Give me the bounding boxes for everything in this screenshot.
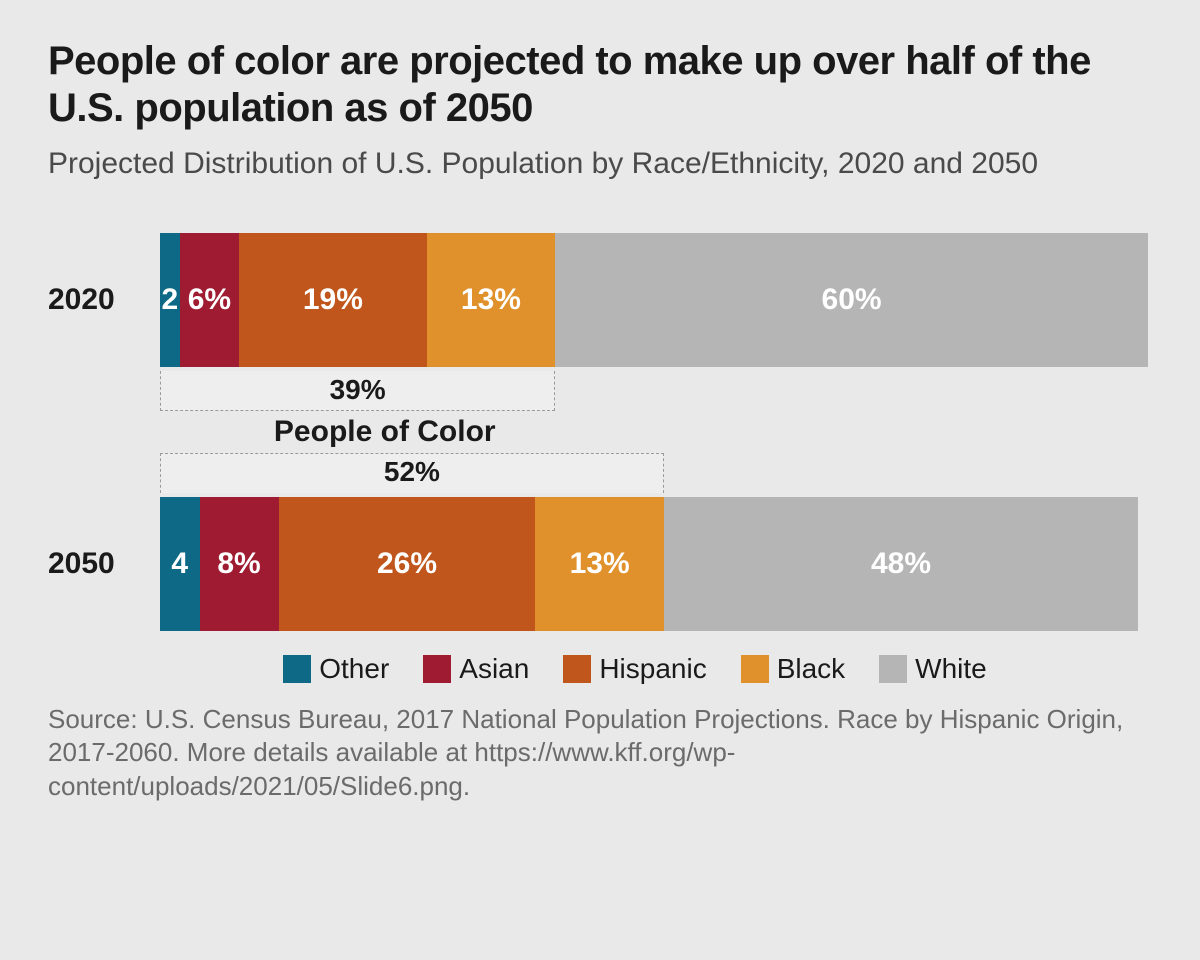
legend-label: Hispanic <box>599 653 706 685</box>
swatch <box>283 655 311 683</box>
legend-label: White <box>915 653 987 685</box>
chart-area: 2020 2 6% 19% 13% 60% 39% People of Colo… <box>48 233 1152 685</box>
seg-asian: 8% <box>200 497 279 631</box>
legend-item-asian: Asian <box>423 653 529 685</box>
legend-item-other: Other <box>283 653 389 685</box>
seg-value: 26% <box>377 547 437 581</box>
chart-subtitle: Projected Distribution of U.S. Populatio… <box>48 146 1152 183</box>
swatch <box>879 655 907 683</box>
stacked-bar: 4 8% 26% 13% 48% <box>160 497 1148 631</box>
seg-black: 13% <box>535 497 663 631</box>
seg-value: 4 <box>171 547 188 581</box>
legend-item-white: White <box>879 653 987 685</box>
bracket-value: 52% <box>384 456 440 488</box>
seg-value: 48% <box>871 547 931 581</box>
legend: Other Asian Hispanic Black White <box>48 653 1152 685</box>
legend-item-hispanic: Hispanic <box>563 653 706 685</box>
seg-asian: 6% <box>180 233 239 367</box>
legend-label: Other <box>319 653 389 685</box>
poc-bracket-2020: 39% <box>48 371 1152 411</box>
seg-white: 48% <box>664 497 1138 631</box>
seg-value: 13% <box>570 547 630 581</box>
bar-row-2050: 2050 4 8% 26% 13% 48% <box>48 497 1152 631</box>
seg-value: 2 <box>162 283 179 317</box>
seg-other: 2 <box>160 233 180 367</box>
seg-hispanic: 19% <box>239 233 427 367</box>
bracket-value: 39% <box>330 374 386 406</box>
poc-bracket-2050: 52% <box>48 453 1152 493</box>
swatch <box>423 655 451 683</box>
seg-value: 60% <box>822 283 882 317</box>
legend-label: Asian <box>459 653 529 685</box>
seg-black: 13% <box>427 233 555 367</box>
swatch <box>563 655 591 683</box>
seg-hispanic: 26% <box>279 497 536 631</box>
swatch <box>741 655 769 683</box>
year-label: 2020 <box>48 283 160 317</box>
poc-label: People of Color <box>160 415 610 449</box>
bracket-box: 39% <box>160 371 555 411</box>
seg-value: 8% <box>217 547 260 581</box>
bar-row-2020: 2020 2 6% 19% 13% 60% <box>48 233 1152 367</box>
stacked-bar: 2 6% 19% 13% 60% <box>160 233 1148 367</box>
poc-label-row: People of Color <box>48 415 1152 449</box>
seg-value: 6% <box>188 283 231 317</box>
seg-white: 60% <box>555 233 1148 367</box>
year-label: 2050 <box>48 547 160 581</box>
seg-value: 13% <box>461 283 521 317</box>
chart-title: People of color are projected to make up… <box>48 38 1152 132</box>
source-text: Source: U.S. Census Bureau, 2017 Nationa… <box>48 703 1152 803</box>
seg-other: 4 <box>160 497 200 631</box>
legend-item-black: Black <box>741 653 845 685</box>
seg-value: 19% <box>303 283 363 317</box>
bracket-box: 52% <box>160 453 664 493</box>
legend-label: Black <box>777 653 845 685</box>
